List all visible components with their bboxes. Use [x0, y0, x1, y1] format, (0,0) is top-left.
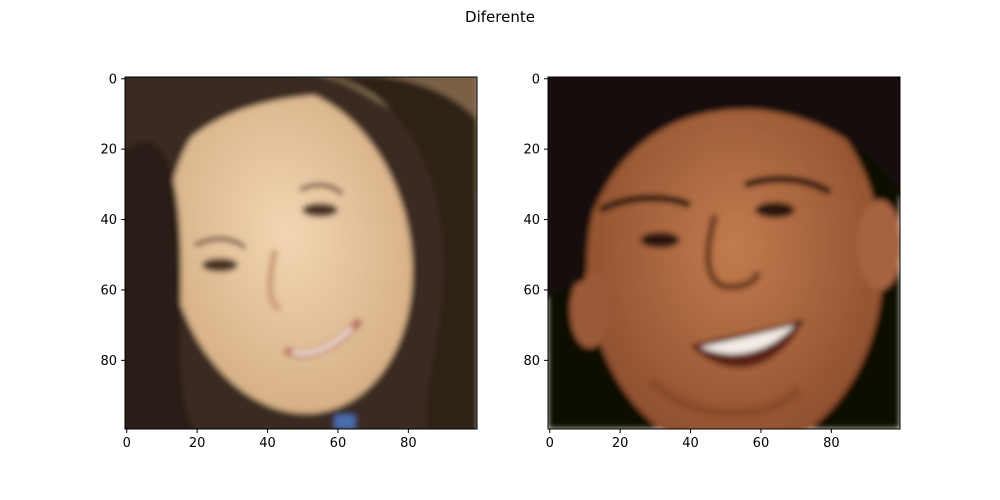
y-tick-label: 80 [100, 354, 117, 369]
y-tick-label: 0 [532, 72, 540, 87]
subplot-right: 0 20 40 60 80 0 20 40 60 80 [523, 72, 901, 451]
subplot-left: 0 20 40 60 80 0 20 40 60 80 [100, 72, 478, 451]
hair-left-lock [125, 141, 194, 429]
y-tick-label: 80 [523, 354, 540, 369]
ticks-right: 0 20 40 60 80 0 20 40 60 80 [523, 72, 839, 451]
y-tick-label: 0 [109, 72, 117, 87]
face-image-man [548, 77, 900, 429]
x-tick-label: 20 [189, 436, 206, 451]
ear-left [570, 272, 610, 348]
x-tick-label: 80 [823, 436, 840, 451]
hair [548, 77, 900, 297]
face-image-woman [125, 77, 477, 429]
y-tick-label: 20 [100, 143, 117, 158]
y-tick-label: 60 [100, 283, 117, 298]
face-skin [587, 77, 883, 429]
eye-right [755, 202, 795, 218]
x-tick-label: 60 [330, 436, 347, 451]
eye-right [302, 203, 338, 217]
nose [704, 214, 762, 291]
x-tick-label: 40 [259, 436, 276, 451]
eye-left [202, 258, 238, 272]
ear-right [858, 200, 900, 290]
y-tick-label: 60 [523, 283, 540, 298]
y-tick-label: 20 [523, 143, 540, 158]
y-tick-label: 40 [100, 213, 117, 228]
axes-frame-left [124, 76, 478, 430]
x-tick-label: 80 [400, 436, 417, 451]
eye-left [640, 232, 680, 248]
teeth [700, 325, 795, 354]
ticks-left: 0 20 40 60 80 0 20 40 60 80 [100, 72, 416, 451]
x-tick-label: 40 [682, 436, 699, 451]
x-tick-label: 20 [612, 436, 629, 451]
y-tick-label: 40 [523, 213, 540, 228]
hair-right-lock [336, 77, 477, 429]
axes-frame-right [547, 76, 901, 430]
x-tick-label: 60 [753, 436, 770, 451]
x-tick-label: 0 [546, 436, 554, 451]
x-tick-label: 0 [123, 436, 131, 451]
nose-shadow [267, 249, 282, 313]
figure-title: Diferente [465, 8, 535, 26]
